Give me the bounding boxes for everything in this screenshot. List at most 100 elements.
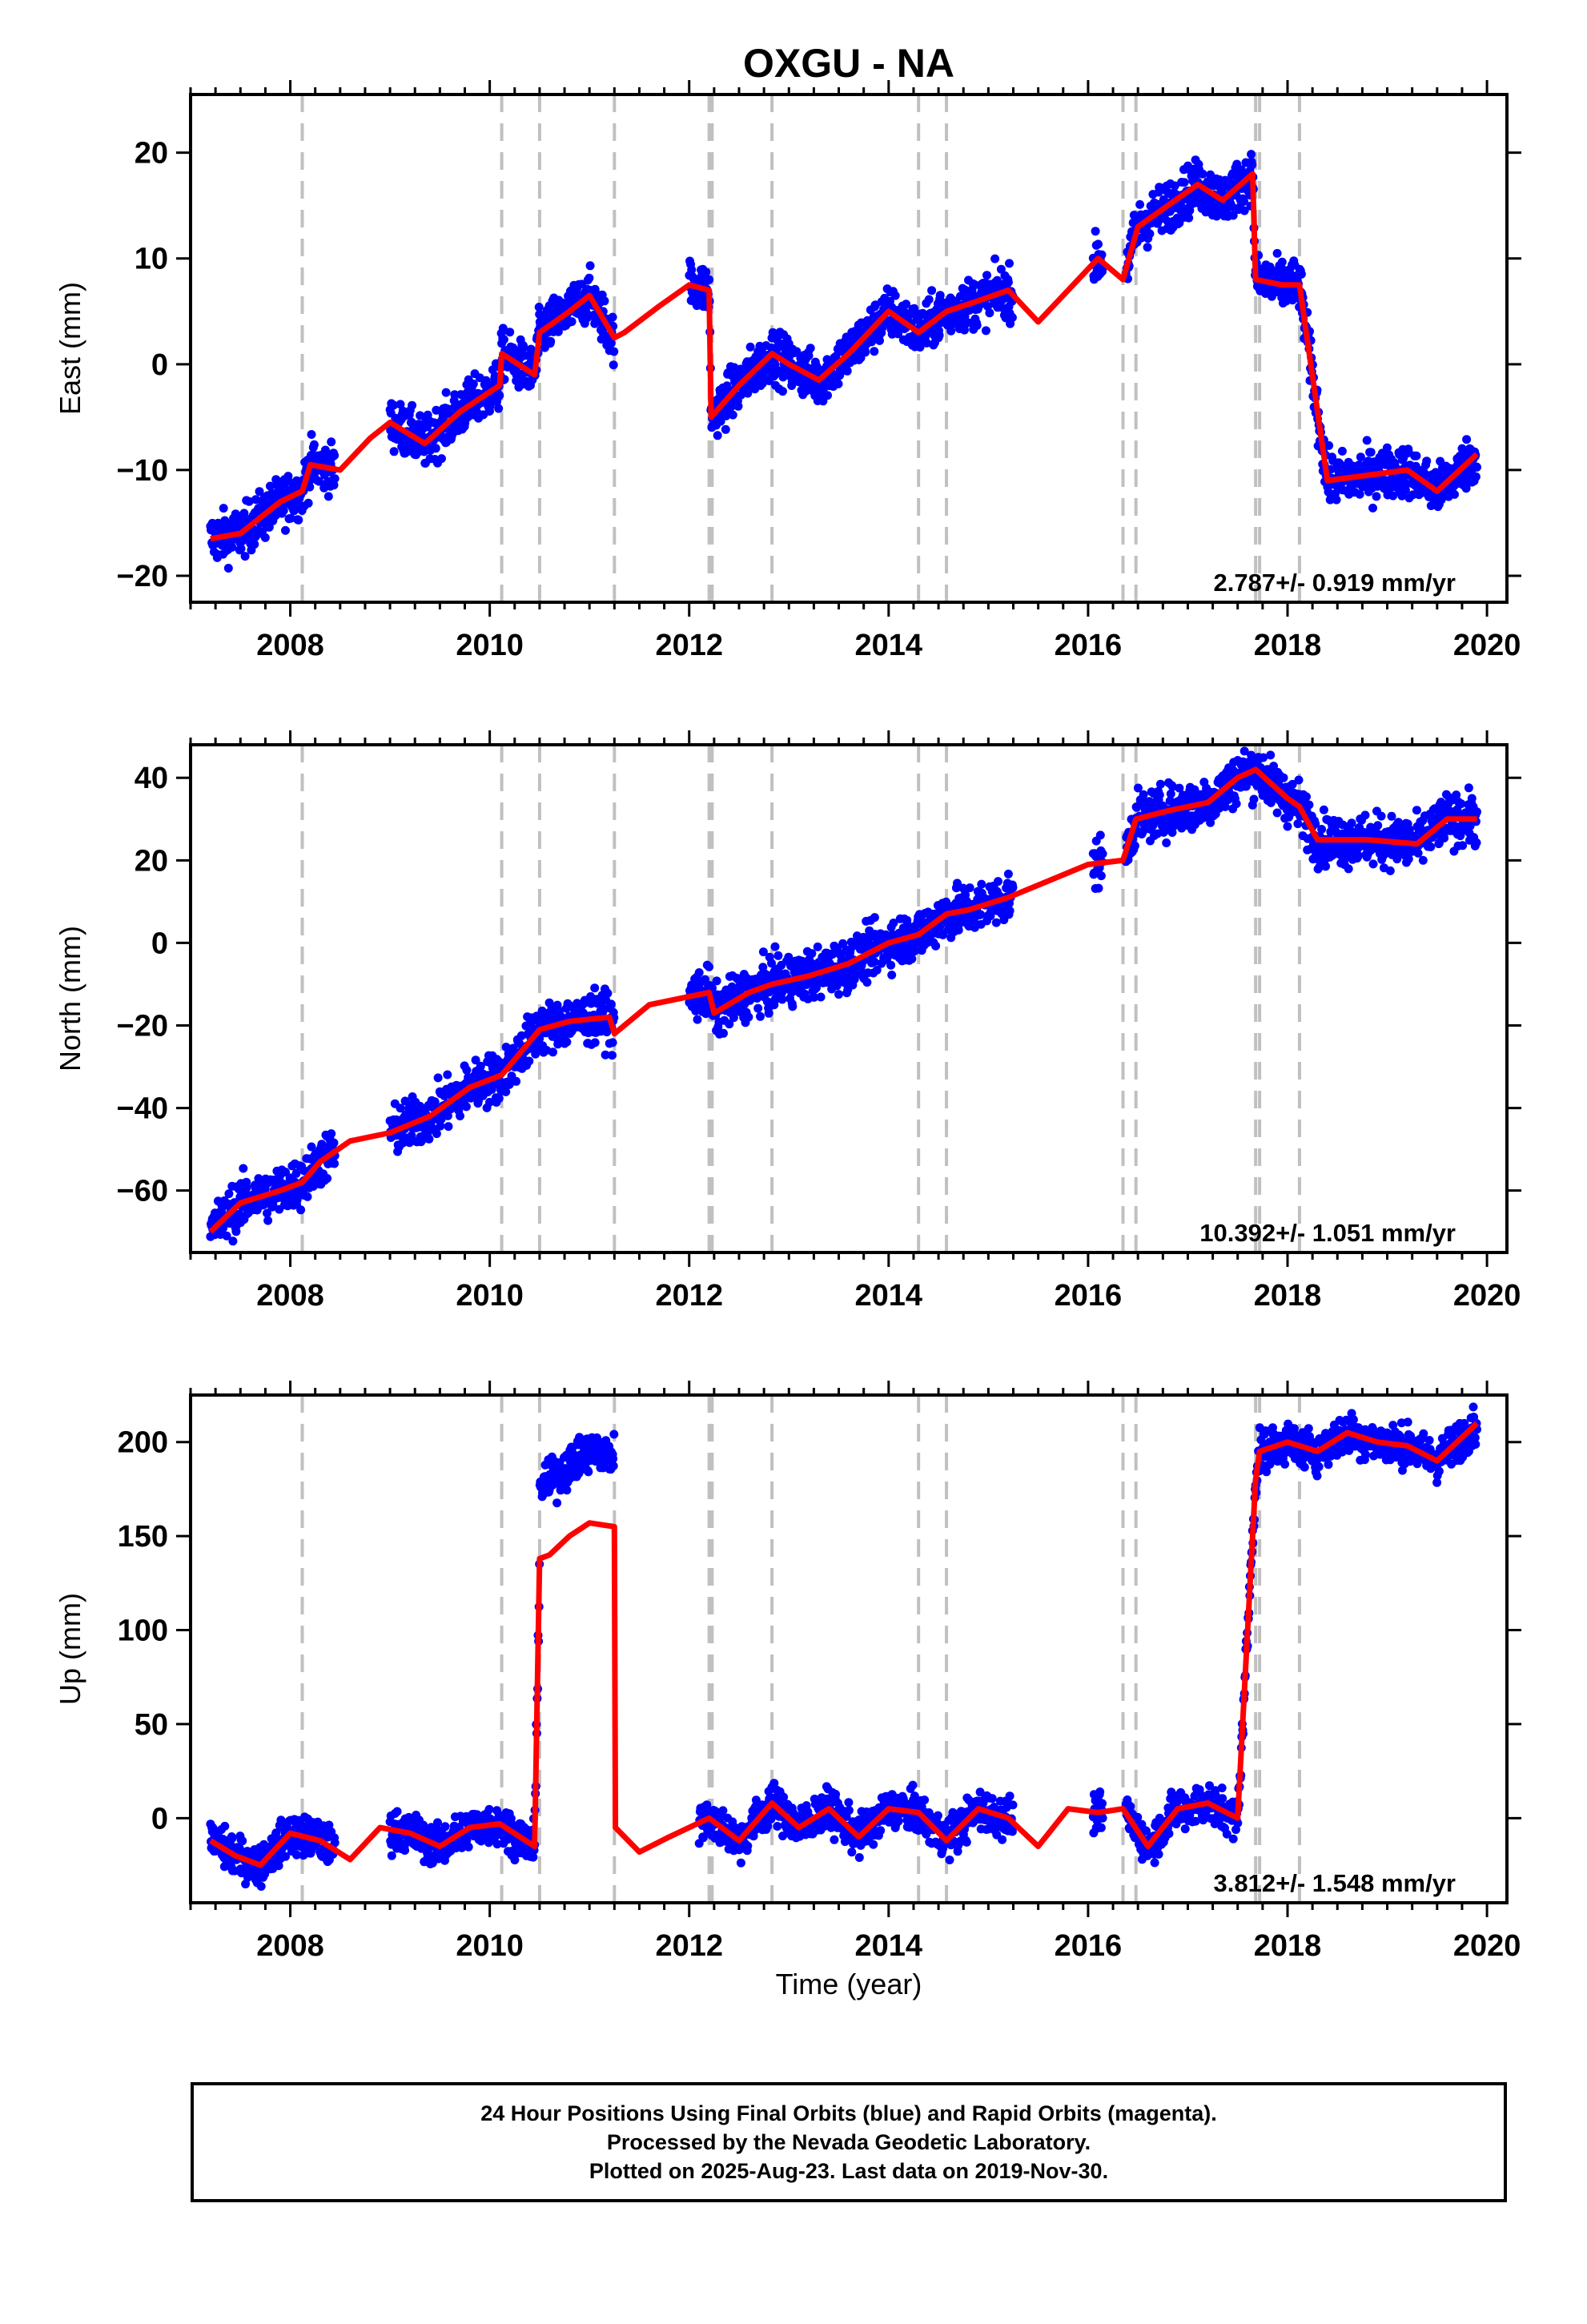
x-tick-label: 2012 bbox=[655, 1279, 723, 1313]
observation-point bbox=[264, 522, 274, 532]
x-tick-label: 2014 bbox=[855, 629, 923, 662]
observation-point bbox=[327, 437, 336, 447]
chart-title: OXGU - NA bbox=[743, 41, 954, 86]
observation-point bbox=[1304, 800, 1314, 810]
x-tick-label: 2008 bbox=[256, 629, 324, 662]
observation-point bbox=[330, 474, 339, 484]
observation-point bbox=[524, 1056, 534, 1066]
observation-point bbox=[1319, 805, 1328, 814]
observation-point bbox=[834, 379, 843, 388]
observation-point bbox=[265, 481, 275, 491]
observation-point bbox=[1247, 150, 1256, 159]
observation-point bbox=[890, 291, 900, 300]
observation-point bbox=[687, 265, 697, 275]
observation-point bbox=[260, 533, 270, 542]
x-tick-label: 2010 bbox=[456, 1279, 524, 1313]
observation-point bbox=[954, 925, 963, 935]
observation-point bbox=[1368, 503, 1377, 513]
observation-point bbox=[870, 913, 879, 923]
observation-point bbox=[389, 447, 399, 456]
observation-point bbox=[1387, 811, 1396, 821]
observation-point bbox=[512, 1076, 521, 1086]
observation-point bbox=[693, 1015, 702, 1024]
observation-point bbox=[608, 312, 617, 322]
observation-point bbox=[548, 1047, 557, 1057]
observation-point bbox=[1321, 862, 1331, 871]
observation-point bbox=[1008, 883, 1018, 892]
observation-point bbox=[585, 273, 594, 283]
observation-point bbox=[1472, 462, 1481, 472]
rate-annotation: 2.787+/- 0.919 mm/yr bbox=[1214, 569, 1456, 597]
observation-point bbox=[1362, 436, 1372, 445]
observation-point bbox=[296, 1205, 306, 1215]
observation-point bbox=[240, 552, 250, 561]
observation-point bbox=[432, 405, 441, 415]
observation-point bbox=[1368, 859, 1378, 869]
observation-point bbox=[1249, 794, 1259, 804]
observation-point bbox=[239, 1164, 248, 1173]
observation-point bbox=[1467, 794, 1477, 803]
y-tick-label: 0 bbox=[151, 348, 168, 382]
observation-point bbox=[424, 1134, 434, 1144]
observation-point bbox=[219, 504, 228, 513]
observation-point bbox=[1162, 838, 1171, 847]
observation-point bbox=[223, 564, 233, 573]
observation-point bbox=[286, 513, 295, 523]
y-tick-label: −40 bbox=[117, 1092, 168, 1126]
observation-point bbox=[705, 962, 714, 971]
observation-point bbox=[329, 480, 339, 490]
observation-point bbox=[842, 366, 852, 376]
observation-point bbox=[994, 877, 1002, 887]
observation-point bbox=[327, 1129, 336, 1139]
observation-point bbox=[309, 440, 319, 449]
observation-point bbox=[1166, 789, 1175, 798]
observation-point bbox=[294, 515, 303, 525]
observation-point bbox=[236, 544, 246, 553]
observation-point bbox=[562, 1037, 572, 1047]
observation-point bbox=[242, 1183, 251, 1192]
observation-point bbox=[1266, 750, 1276, 760]
observation-point bbox=[1094, 883, 1103, 893]
observation-point bbox=[323, 492, 333, 501]
observation-point bbox=[1418, 855, 1428, 865]
observation-point bbox=[985, 308, 994, 318]
observation-point bbox=[590, 1038, 600, 1047]
y-tick-label: 40 bbox=[135, 762, 168, 795]
model-curve bbox=[208, 766, 1477, 1234]
y-tick-label: 10 bbox=[135, 243, 168, 276]
observation-point bbox=[991, 918, 1001, 927]
observation-point bbox=[861, 348, 870, 357]
observation-point bbox=[1272, 248, 1282, 258]
observation-point bbox=[1096, 871, 1106, 881]
observation-point bbox=[777, 995, 787, 1004]
observation-point bbox=[546, 336, 556, 346]
observation-point bbox=[806, 344, 815, 353]
observation-point bbox=[778, 387, 787, 396]
observation-point bbox=[499, 335, 508, 344]
observation-point bbox=[534, 303, 544, 312]
observation-point bbox=[1385, 866, 1395, 875]
panel-2: 2008 2010 2012 2014 2016 2018 2020−60−40−20020… bbox=[54, 730, 1521, 1313]
observation-point bbox=[1471, 472, 1481, 481]
observation-point bbox=[283, 472, 293, 481]
observation-point bbox=[990, 254, 1000, 263]
observation-point bbox=[1179, 178, 1189, 187]
observation-point bbox=[719, 1028, 728, 1038]
panel-1: 2008 2010 2012 2014 2016 2018 2020−20−1001020E… bbox=[54, 80, 1521, 662]
observation-point bbox=[1450, 489, 1459, 499]
observation-point bbox=[862, 978, 872, 987]
observation-point bbox=[450, 390, 460, 400]
observation-point bbox=[788, 1002, 798, 1011]
observation-point bbox=[972, 320, 982, 330]
y-tick-label: −60 bbox=[117, 1175, 168, 1208]
observation-point bbox=[238, 1836, 247, 1846]
observation-point bbox=[924, 295, 934, 304]
observation-point bbox=[606, 339, 616, 348]
observation-point bbox=[307, 430, 316, 439]
observation-point bbox=[585, 261, 595, 271]
observation-point bbox=[590, 983, 600, 993]
observation-point bbox=[1422, 456, 1432, 466]
observation-point bbox=[1366, 448, 1376, 457]
observation-point bbox=[462, 1065, 472, 1075]
y-tick-label: −20 bbox=[117, 560, 168, 593]
